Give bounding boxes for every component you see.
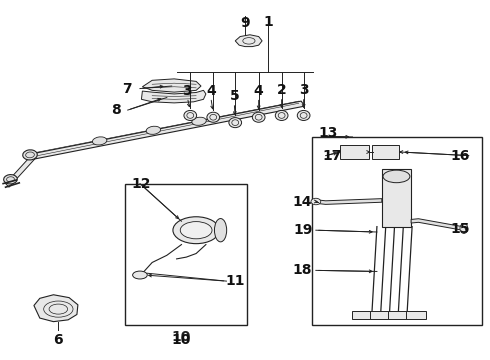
Text: 18: 18 xyxy=(293,264,313,277)
Text: 19: 19 xyxy=(293,223,313,237)
Text: 3: 3 xyxy=(299,83,308,97)
Text: 11: 11 xyxy=(225,274,245,288)
Text: 2: 2 xyxy=(277,83,287,97)
Bar xyxy=(125,184,247,325)
Text: 10: 10 xyxy=(172,333,191,347)
Bar xyxy=(406,311,426,319)
Ellipse shape xyxy=(146,126,161,134)
Ellipse shape xyxy=(173,217,220,244)
Text: 15: 15 xyxy=(450,222,470,237)
Text: 10: 10 xyxy=(172,330,191,344)
Text: 1: 1 xyxy=(264,15,273,29)
Bar xyxy=(340,145,368,159)
Text: 5: 5 xyxy=(229,89,239,103)
Text: 17: 17 xyxy=(322,149,342,163)
Ellipse shape xyxy=(311,198,321,205)
Polygon shape xyxy=(143,79,201,92)
Ellipse shape xyxy=(215,219,227,242)
Ellipse shape xyxy=(133,271,147,279)
Text: 4: 4 xyxy=(206,84,216,98)
Bar xyxy=(382,169,411,226)
Ellipse shape xyxy=(383,170,410,183)
Bar xyxy=(369,311,389,319)
Polygon shape xyxy=(411,219,463,230)
Polygon shape xyxy=(316,199,382,204)
Bar xyxy=(388,311,407,319)
Ellipse shape xyxy=(252,112,265,122)
Polygon shape xyxy=(235,35,262,46)
Ellipse shape xyxy=(297,111,310,121)
Ellipse shape xyxy=(229,118,242,128)
Text: 9: 9 xyxy=(240,16,250,30)
Text: 3: 3 xyxy=(183,84,192,98)
Ellipse shape xyxy=(192,117,206,125)
Text: 13: 13 xyxy=(318,126,338,140)
Ellipse shape xyxy=(460,224,468,233)
Polygon shape xyxy=(30,101,305,159)
Polygon shape xyxy=(5,154,36,187)
Bar xyxy=(372,145,399,159)
Text: 8: 8 xyxy=(111,103,121,117)
Ellipse shape xyxy=(3,175,17,184)
Ellipse shape xyxy=(184,111,196,121)
Bar xyxy=(313,137,482,325)
Text: 12: 12 xyxy=(132,177,151,190)
Text: 14: 14 xyxy=(293,194,313,208)
Ellipse shape xyxy=(180,222,212,239)
Text: 4: 4 xyxy=(254,84,264,98)
Ellipse shape xyxy=(207,112,220,122)
Ellipse shape xyxy=(275,111,288,121)
Ellipse shape xyxy=(23,150,37,160)
Polygon shape xyxy=(34,295,78,321)
Bar xyxy=(351,311,371,319)
Text: 16: 16 xyxy=(450,149,470,163)
Polygon shape xyxy=(142,90,206,103)
Text: 7: 7 xyxy=(122,82,132,95)
Ellipse shape xyxy=(93,137,107,145)
Text: 6: 6 xyxy=(53,333,63,347)
